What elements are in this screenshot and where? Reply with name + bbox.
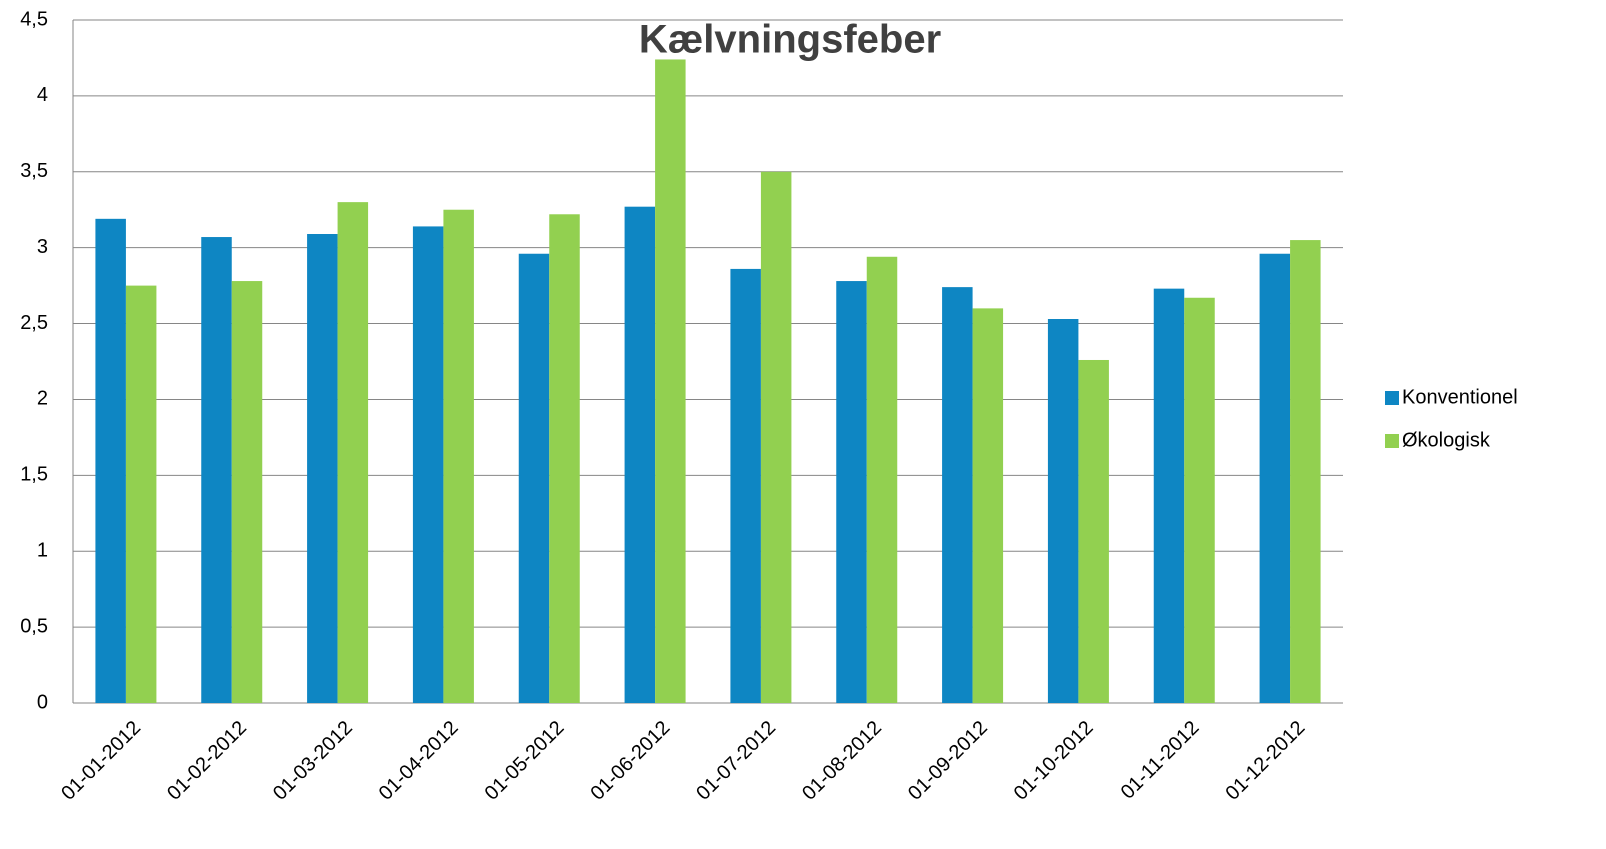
legend-label: Konventionel <box>1402 386 1518 408</box>
y-tick-label: 1,5 <box>20 464 48 486</box>
bar <box>624 206 656 704</box>
bar <box>836 281 867 703</box>
legend-swatch <box>1385 434 1399 448</box>
bar <box>337 202 369 703</box>
bar <box>201 237 232 703</box>
legend-swatch <box>1385 391 1399 405</box>
y-tick-label: 1 <box>37 540 48 562</box>
bar <box>1047 319 1079 703</box>
bar <box>549 214 580 703</box>
y-tick-label: 4 <box>37 84 48 106</box>
bar <box>760 171 792 703</box>
legend-label: Økologisk <box>1402 429 1491 451</box>
bar <box>730 268 761 703</box>
bar <box>972 308 1004 703</box>
bar <box>95 218 126 703</box>
bar <box>1153 288 1185 703</box>
bar <box>942 287 973 703</box>
y-tick-label: 0,5 <box>20 615 48 637</box>
chart-title: Kælvningsfeber <box>639 18 941 62</box>
bar <box>125 285 157 703</box>
y-tick-label: 2,5 <box>20 312 48 334</box>
y-tick-label: 3,5 <box>20 160 48 182</box>
bar <box>231 281 263 703</box>
y-tick-label: 0 <box>37 691 48 713</box>
y-tick-label: 3 <box>37 236 48 258</box>
bar <box>655 59 686 704</box>
bar <box>1184 297 1215 703</box>
y-tick-label: 2 <box>37 388 48 410</box>
bar <box>443 209 474 703</box>
bar <box>412 226 444 703</box>
y-tick-label: 4,5 <box>20 8 48 30</box>
bar <box>866 256 898 703</box>
bar <box>518 253 550 703</box>
bar <box>1290 240 1321 704</box>
bar <box>1078 359 1109 703</box>
bar <box>307 234 338 704</box>
bar <box>1259 253 1291 703</box>
